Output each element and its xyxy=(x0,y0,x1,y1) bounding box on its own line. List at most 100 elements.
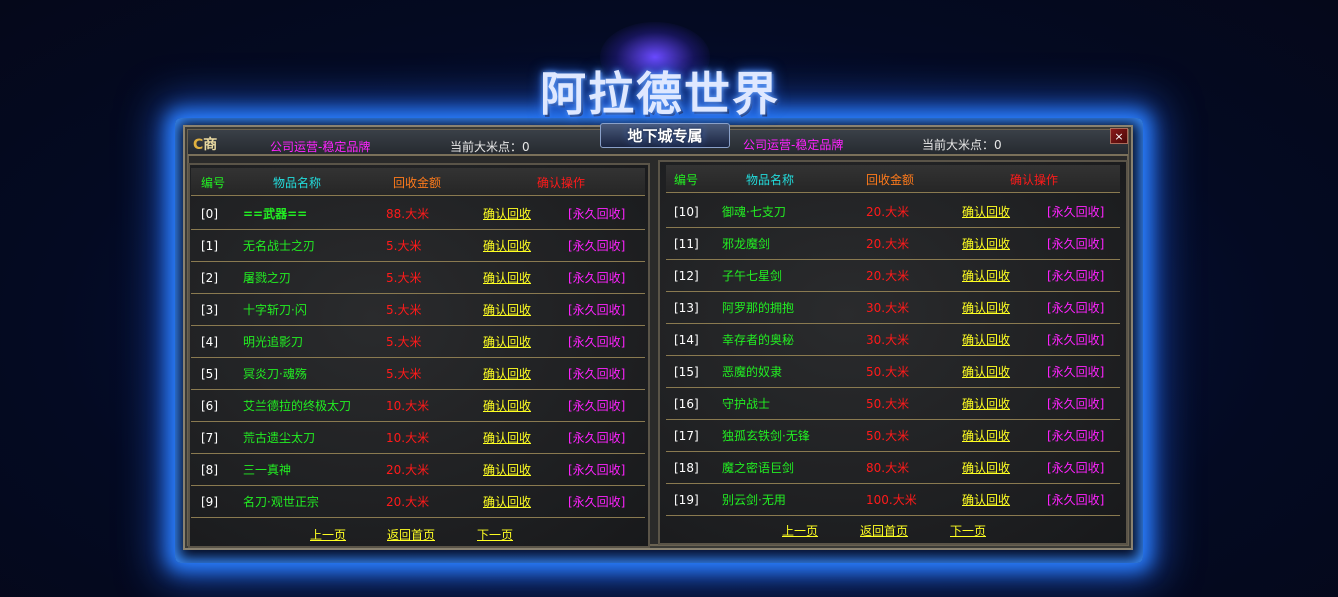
item-id: [14] xyxy=(674,333,699,347)
table-row xyxy=(666,452,1120,484)
item-name: 邪龙魔剑 xyxy=(722,237,771,251)
item-name: 子午七星剑 xyxy=(722,269,783,283)
shop-c-icon: C xyxy=(193,137,204,153)
confirm-recycle-link[interactable]: 确认回收 xyxy=(962,237,1011,251)
item-name: 三一真神 xyxy=(243,463,292,477)
confirm-recycle-link[interactable]: 确认回收 xyxy=(483,367,532,381)
permanent-recycle-link[interactable]: [永久回收] xyxy=(1047,205,1105,219)
confirm-recycle-link[interactable]: 确认回收 xyxy=(483,399,532,413)
table-header xyxy=(191,168,645,196)
permanent-recycle-link[interactable]: [永久回收] xyxy=(1047,365,1105,379)
table-row xyxy=(191,486,645,518)
permanent-recycle-link[interactable]: [永久回收] xyxy=(568,367,626,381)
permanent-recycle-link[interactable]: [永久回收] xyxy=(568,399,626,413)
recycle-amount: 50.大米 xyxy=(866,429,910,443)
logo-title: 阿拉德世界 xyxy=(540,67,780,121)
confirm-recycle-link[interactable]: 确认回收 xyxy=(962,429,1011,443)
item-name: 御魂·七支刀 xyxy=(722,205,786,219)
permanent-recycle-link[interactable]: [永久回收] xyxy=(1047,333,1105,347)
item-name: 魔之密语巨剑 xyxy=(722,461,795,475)
logo-subtitle: 地下城专属 xyxy=(600,123,730,148)
item-id: [18] xyxy=(674,461,699,475)
permanent-recycle-link[interactable]: [永久回收] xyxy=(568,335,626,349)
table-row xyxy=(666,484,1120,516)
confirm-recycle-link[interactable]: 确认回收 xyxy=(483,495,532,509)
recycle-amount: 5.大米 xyxy=(386,239,422,253)
permanent-recycle-link[interactable]: [永久回收] xyxy=(568,431,626,445)
permanent-recycle-link[interactable]: [永久回收] xyxy=(1047,493,1105,507)
header-id: 编号 xyxy=(201,176,226,190)
permanent-recycle-link[interactable]: [永久回收] xyxy=(568,463,626,477)
recycle-amount: 20.大米 xyxy=(386,495,430,509)
permanent-recycle-link[interactable]: [永久回收] xyxy=(568,495,626,509)
item-name: 明光追影刀 xyxy=(243,335,304,349)
recycle-amount: 30.大米 xyxy=(866,333,910,347)
confirm-recycle-link[interactable]: 确认回收 xyxy=(962,397,1011,411)
permanent-recycle-link[interactable]: [永久回收] xyxy=(568,303,626,317)
confirm-recycle-link[interactable]: 确认回收 xyxy=(962,461,1011,475)
table-row xyxy=(191,198,645,230)
home-page-link[interactable]: 返回首页 xyxy=(387,528,436,542)
right-points: 当前大米点：0 xyxy=(922,138,1002,152)
permanent-recycle-link[interactable]: [永久回收] xyxy=(1047,461,1105,475)
confirm-recycle-link[interactable]: 确认回收 xyxy=(962,205,1011,219)
confirm-recycle-link[interactable]: 确认回收 xyxy=(962,333,1011,347)
confirm-recycle-link[interactable]: 确认回收 xyxy=(962,493,1011,507)
recycle-amount: 50.大米 xyxy=(866,397,910,411)
confirm-recycle-link[interactable]: 确认回收 xyxy=(483,207,532,221)
item-name: 独孤玄铁剑·无锋 xyxy=(722,429,810,443)
table-row xyxy=(666,420,1120,452)
confirm-recycle-link[interactable]: 确认回收 xyxy=(962,365,1011,379)
table-row xyxy=(191,262,645,294)
confirm-recycle-link[interactable]: 确认回收 xyxy=(962,269,1011,283)
item-id: [9] xyxy=(201,495,218,509)
permanent-recycle-link[interactable]: [永久回收] xyxy=(568,207,626,221)
permanent-recycle-link[interactable]: [永久回收] xyxy=(1047,301,1105,315)
header-name: 物品名称 xyxy=(273,176,322,190)
confirm-recycle-link[interactable]: 确认回收 xyxy=(483,303,532,317)
confirm-recycle-link[interactable]: 确认回收 xyxy=(483,335,532,349)
table-row xyxy=(191,230,645,262)
confirm-recycle-link[interactable]: 确认回收 xyxy=(483,271,532,285)
left-points: 当前大米点：0 xyxy=(450,140,530,154)
item-name: 艾兰德拉的终极太刀 xyxy=(243,399,352,413)
item-name: 十字斩刀·闪 xyxy=(243,303,307,317)
next-page-link[interactable]: 下一页 xyxy=(950,524,987,538)
table-row xyxy=(191,294,645,326)
header-action: 确认操作 xyxy=(1010,173,1059,187)
item-id: [7] xyxy=(201,431,218,445)
close-button[interactable]: × xyxy=(1110,128,1128,144)
permanent-recycle-link[interactable]: [永久回收] xyxy=(1047,269,1105,283)
item-name: 阿罗那的拥抱 xyxy=(722,301,795,315)
permanent-recycle-link[interactable]: [永久回收] xyxy=(568,239,626,253)
recycle-amount: 30.大米 xyxy=(866,301,910,315)
permanent-recycle-link[interactable]: [永久回收] xyxy=(1047,429,1105,443)
recycle-amount: 20.大米 xyxy=(866,237,910,251)
home-page-link[interactable]: 返回首页 xyxy=(860,524,909,538)
prev-page-link[interactable]: 上一页 xyxy=(310,528,347,542)
table-row xyxy=(666,260,1120,292)
item-id: [2] xyxy=(201,271,218,285)
permanent-recycle-link[interactable]: [永久回收] xyxy=(568,271,626,285)
confirm-recycle-link[interactable]: 确认回收 xyxy=(483,239,532,253)
item-id: [6] xyxy=(201,399,218,413)
item-id: [8] xyxy=(201,463,218,477)
prev-page-link[interactable]: 上一页 xyxy=(782,524,819,538)
recycle-amount: 50.大米 xyxy=(866,365,910,379)
table-row xyxy=(191,422,645,454)
table-row xyxy=(666,196,1120,228)
item-id: [11] xyxy=(674,237,699,251)
confirm-recycle-link[interactable]: 确认回收 xyxy=(483,463,532,477)
item-id: [5] xyxy=(201,367,218,381)
item-id: [15] xyxy=(674,365,699,379)
left-slogan: 公司运营-稳定品牌 xyxy=(270,140,371,154)
permanent-recycle-link[interactable]: [永久回收] xyxy=(1047,397,1105,411)
permanent-recycle-link[interactable]: [永久回收] xyxy=(1047,237,1105,251)
right-panel xyxy=(658,160,1128,545)
confirm-recycle-link[interactable]: 确认回收 xyxy=(962,301,1011,315)
shop-label: 商 xyxy=(203,137,218,153)
next-page-link[interactable]: 下一页 xyxy=(477,528,514,542)
table-row xyxy=(191,358,645,390)
recycle-amount: 5.大米 xyxy=(386,367,422,381)
confirm-recycle-link[interactable]: 确认回收 xyxy=(483,431,532,445)
